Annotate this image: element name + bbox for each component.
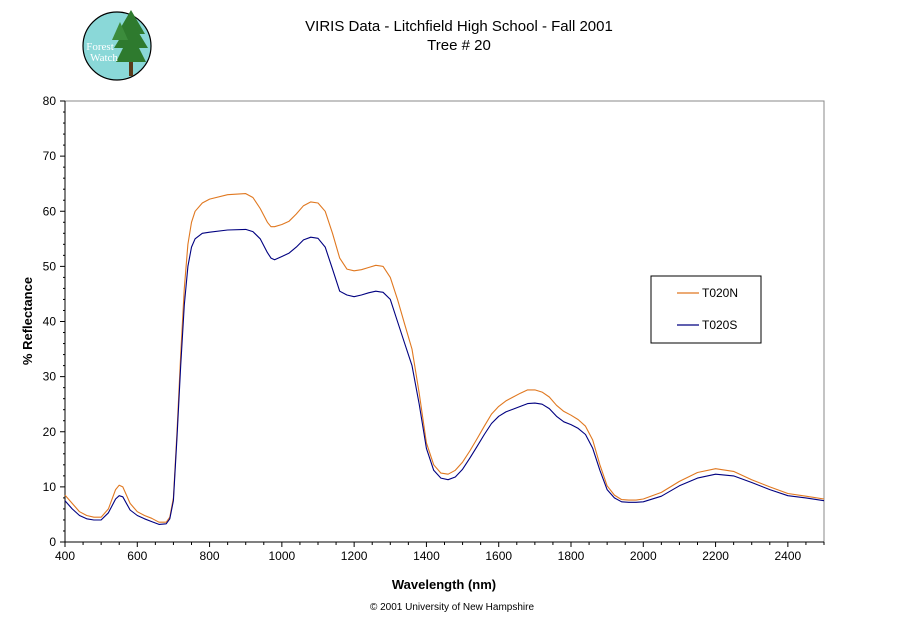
- tree-icon: [112, 10, 148, 76]
- y-tick-label: 30: [43, 370, 57, 384]
- legend-box: [650, 275, 762, 344]
- legend-label-t020n: T020N: [702, 286, 738, 300]
- legend-label-t020s: T020S: [702, 318, 737, 332]
- y-tick-label: 0: [49, 535, 56, 549]
- y-tick-label: 60: [43, 204, 57, 218]
- x-tick-label: 1400: [413, 549, 440, 563]
- y-tick-label: 40: [43, 315, 57, 329]
- x-tick-label: 2200: [702, 549, 729, 563]
- series-line-t020s: [64, 228, 825, 525]
- x-tick-label: 600: [127, 549, 147, 563]
- forest-watch-logo: Forest Watch: [82, 10, 152, 81]
- x-tick-label: 2400: [775, 549, 802, 563]
- y-axis-label: % Reflectance: [20, 277, 35, 365]
- series-line-t020n: [64, 193, 825, 523]
- y-tick-label: 50: [43, 259, 57, 273]
- x-tick-label: 1600: [485, 549, 512, 563]
- chart-subtitle: Tree # 20: [427, 37, 491, 54]
- series-layer: [64, 193, 825, 525]
- y-tick-label: 10: [43, 480, 57, 494]
- x-tick-label: 2000: [630, 549, 657, 563]
- axes: 0 10 20 30 40 50 60 70 80 400 600 800 1000 1200 1400 16…: [43, 94, 825, 563]
- x-tick-label: 1000: [269, 549, 296, 563]
- chart-title: VIRIS Data - Litchfield High School - Fa…: [305, 18, 613, 35]
- x-tick-label: 800: [200, 549, 220, 563]
- x-tick-label: 1200: [341, 549, 368, 563]
- x-tick-label: 1800: [558, 549, 585, 563]
- copyright-notice: © 2001 University of New Hampshire: [370, 602, 535, 613]
- y-tick-label: 20: [43, 425, 57, 439]
- legend: T020N T020S: [650, 275, 762, 344]
- logo-text-forest: Forest: [86, 41, 114, 53]
- x-axis-label: Wavelength (nm): [392, 577, 496, 592]
- y-tick-label: 80: [43, 94, 57, 108]
- x-tick-label: 400: [55, 549, 75, 563]
- y-tick-label: 70: [43, 149, 57, 163]
- logo-text-watch: Watch: [90, 52, 118, 64]
